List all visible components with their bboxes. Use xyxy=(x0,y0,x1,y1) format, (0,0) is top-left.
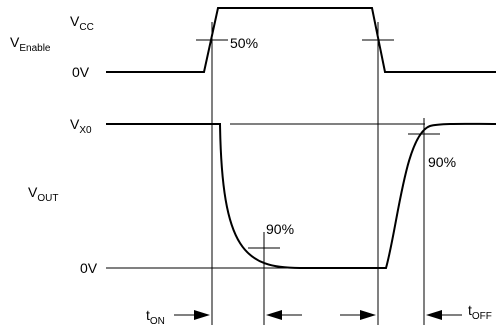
zero-v-top-label: 0V xyxy=(72,64,90,80)
ton-arrow-left-head xyxy=(194,310,210,320)
vout-waveform xyxy=(106,122,497,269)
pct50-label: 50% xyxy=(230,35,258,51)
vout-label: VOUT xyxy=(28,184,58,204)
pct90-left-label: 90% xyxy=(266,221,294,237)
zero-v-bottom-label: 0V xyxy=(80,260,98,276)
pct90-right-label: 90% xyxy=(428,154,456,170)
toff-label: tOFF xyxy=(468,302,492,322)
ton-arrow-right-head xyxy=(266,310,282,320)
toff-arrow-left-head xyxy=(360,310,376,320)
venable-label: VEnable xyxy=(10,34,51,54)
vcc-label: VCC xyxy=(70,13,94,33)
ton-label: tON xyxy=(146,307,165,327)
vx0-label: VX0 xyxy=(70,116,92,136)
toff-arrow-right-head xyxy=(426,310,442,320)
venable-waveform xyxy=(106,7,496,73)
